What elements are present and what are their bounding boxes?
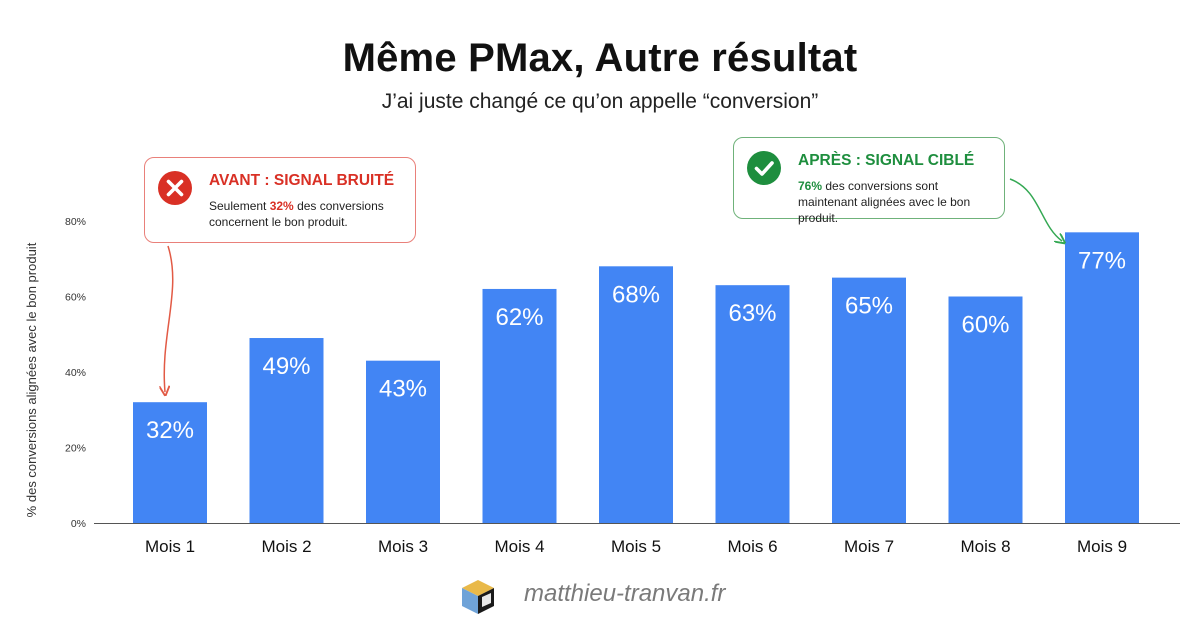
bar-5 [599, 266, 673, 523]
bar-value-label: 65% [845, 293, 893, 320]
callout-after-arrow [1009, 178, 1062, 241]
callout-before-text: Seulement 32% des conversions concernent… [209, 199, 384, 229]
callout-after: APRÈS : SIGNAL CIBLÉ 76% des conversions… [733, 137, 1005, 225]
axis-group: Mois 1 Mois 2 Mois 3 Mois 4 Mois 5 Mois 6 Mois… [24, 216, 1180, 556]
chart-subtitle: J’ai juste changé ce qu’on appelle “conv… [381, 90, 819, 113]
x-tick-label: Mois 8 [960, 537, 1010, 556]
bar-8 [948, 296, 1023, 523]
x-tick-label: Mois 9 [1077, 537, 1127, 556]
bar-1 [133, 402, 207, 523]
y-tick-label: 0% [71, 518, 86, 530]
bar-value-label: 32% [146, 417, 194, 444]
callout-before-title: AVANT : SIGNAL BRUITÉ [209, 172, 395, 189]
bar-value-label: 63% [728, 300, 776, 327]
x-tick-label: Mois 4 [494, 537, 544, 556]
x-circle-icon [158, 171, 192, 205]
bar-value-label: 68% [612, 281, 660, 308]
x-tick-label: Mois 5 [611, 537, 661, 556]
bar-value-label: 43% [379, 376, 427, 403]
bar-9 [1065, 232, 1139, 523]
bar-6 [715, 285, 790, 523]
cube-logo-icon [462, 580, 494, 614]
footer-site-link[interactable]: matthieu-tranvan.fr [524, 580, 726, 607]
bar-3 [366, 360, 440, 523]
y-tick-label: 20% [65, 443, 86, 455]
y-tick-label: 60% [65, 292, 86, 304]
bar-value-label: 49% [262, 353, 310, 380]
check-circle-icon [747, 151, 781, 185]
bar-value-label: 60% [961, 312, 1009, 339]
bar-value-label: 77% [1078, 247, 1126, 274]
bar-7 [832, 277, 906, 523]
y-tick-label: 80% [65, 216, 86, 228]
x-tick-label: Mois 6 [727, 537, 777, 556]
chart-title: Même PMax, Autre résultat [342, 36, 858, 80]
y-axis-label: % des conversions alignées avec le bon p… [24, 242, 39, 517]
bars-group: 32% 49% 43% 62% 68% 63% 65% 60% 77% [133, 232, 1139, 523]
callout-before-arrow [164, 245, 174, 392]
x-tick-label: Mois 2 [261, 537, 311, 556]
callout-after-text: 76% des conversions sont maintenant alig… [798, 179, 971, 225]
y-tick-label: 40% [65, 367, 86, 379]
x-tick-label: Mois 7 [844, 537, 894, 556]
x-tick-label: Mois 3 [378, 537, 428, 556]
bar-4 [482, 288, 557, 523]
callout-before: AVANT : SIGNAL BRUITÉ Seulement 32% des … [144, 157, 416, 243]
x-tick-label: Mois 1 [145, 537, 195, 556]
bar-value-label: 62% [495, 304, 543, 331]
callout-after-title: APRÈS : SIGNAL CIBLÉ [798, 152, 975, 169]
bar-2 [249, 338, 324, 523]
